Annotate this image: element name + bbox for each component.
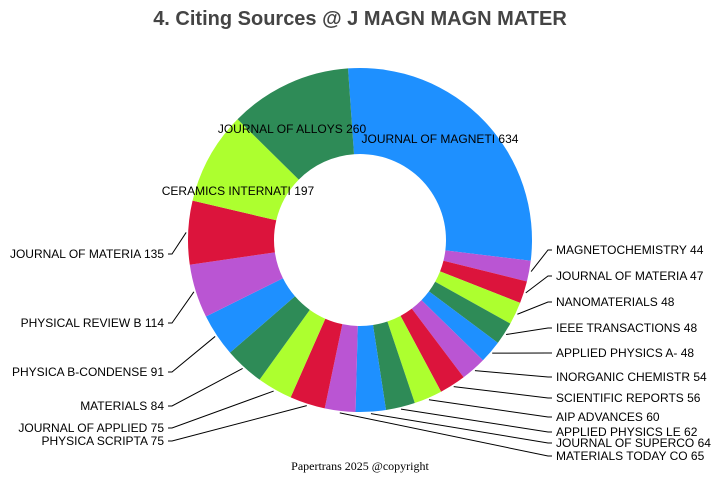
leader-line <box>168 390 274 429</box>
donut-slice <box>440 260 527 303</box>
donut-slice <box>290 318 343 409</box>
leader-line <box>525 275 552 294</box>
leader-line <box>339 412 552 457</box>
donut-slice <box>355 325 387 412</box>
slice-label: JOURNAL OF MAGNETI 634 <box>362 132 519 146</box>
leader-line <box>530 249 552 272</box>
slice-label: SCIENTIFIC REPORTS 56 <box>556 391 701 405</box>
donut-slice <box>259 309 326 398</box>
slice-label: APPLIED PHYSICS LE 62 <box>556 425 698 439</box>
slice-label: PHYSICAL REVIEW B 114 <box>21 316 165 330</box>
donut-slice <box>324 324 358 412</box>
slice-label: AIP ADVANCES 60 <box>556 410 660 424</box>
leader-line <box>506 327 552 336</box>
slice-label: JOURNAL OF MATERIA 47 <box>556 269 704 283</box>
donut-slice <box>428 281 511 343</box>
slice-label: MAGNETOCHEMISTRY 44 <box>556 243 704 257</box>
slice-label: MATERIALS 84 <box>80 399 164 413</box>
slice-label: PHYSICA B-CONDENSE 91 <box>12 365 164 379</box>
slice-label: JOURNAL OF MATERIA 135 <box>10 247 164 261</box>
donut-slice <box>443 250 531 282</box>
slices-group <box>188 68 532 412</box>
slice-label: CERAMICS INTERNATI 197 <box>162 184 315 198</box>
slice-label: IEEE TRANSACTIONS 48 <box>556 321 697 335</box>
slice-label: NANOMATERIALS 48 <box>556 295 675 309</box>
slice-label: APPLIED PHYSICS A- 48 <box>556 346 694 360</box>
donut-slice <box>192 119 299 221</box>
donut-slice <box>411 300 483 378</box>
leader-line <box>168 232 187 255</box>
slice-label: JOURNAL OF APPLIED 75 <box>18 421 164 435</box>
donut-slice <box>421 291 498 361</box>
slice-label: PHYSICA SCRIPTA 75 <box>42 434 165 448</box>
donut-slice <box>188 200 277 265</box>
slice-label: JOURNAL OF SUPERCO 64 <box>556 436 711 450</box>
donut-slice <box>205 278 295 353</box>
slice-label: JOURNAL OF ALLOYS 260 <box>218 122 367 136</box>
donut-slice <box>373 321 415 411</box>
donut-slice <box>189 252 283 317</box>
donut-slice <box>348 68 532 261</box>
chart-title: 4. Citing Sources @ J MAGN MAGN MATER <box>153 8 567 30</box>
chart-footer: Papertrans 2025 @copyright <box>291 459 429 473</box>
leader-line <box>400 408 552 433</box>
donut-slice <box>435 271 521 324</box>
donut-slice <box>237 68 355 180</box>
leader-line <box>453 386 552 399</box>
leader-line <box>474 370 552 378</box>
leader-line <box>168 368 243 407</box>
leader-line <box>428 399 552 418</box>
donut-slice <box>400 308 464 392</box>
leader-line <box>168 405 307 442</box>
leader-line <box>370 413 552 444</box>
leader-line <box>168 291 195 324</box>
donut-slice <box>229 296 310 380</box>
leader-line <box>517 301 552 315</box>
donut-slice <box>387 315 442 404</box>
slice-label: MATERIALS TODAY CO 65 <box>556 449 705 463</box>
labels-group: JOURNAL OF MAGNETI 634 MAGNETOCHEMISTRY 4… <box>10 122 711 463</box>
leader-line <box>168 336 216 373</box>
slice-label: INORGANIC CHEMISTR 54 <box>556 370 707 384</box>
